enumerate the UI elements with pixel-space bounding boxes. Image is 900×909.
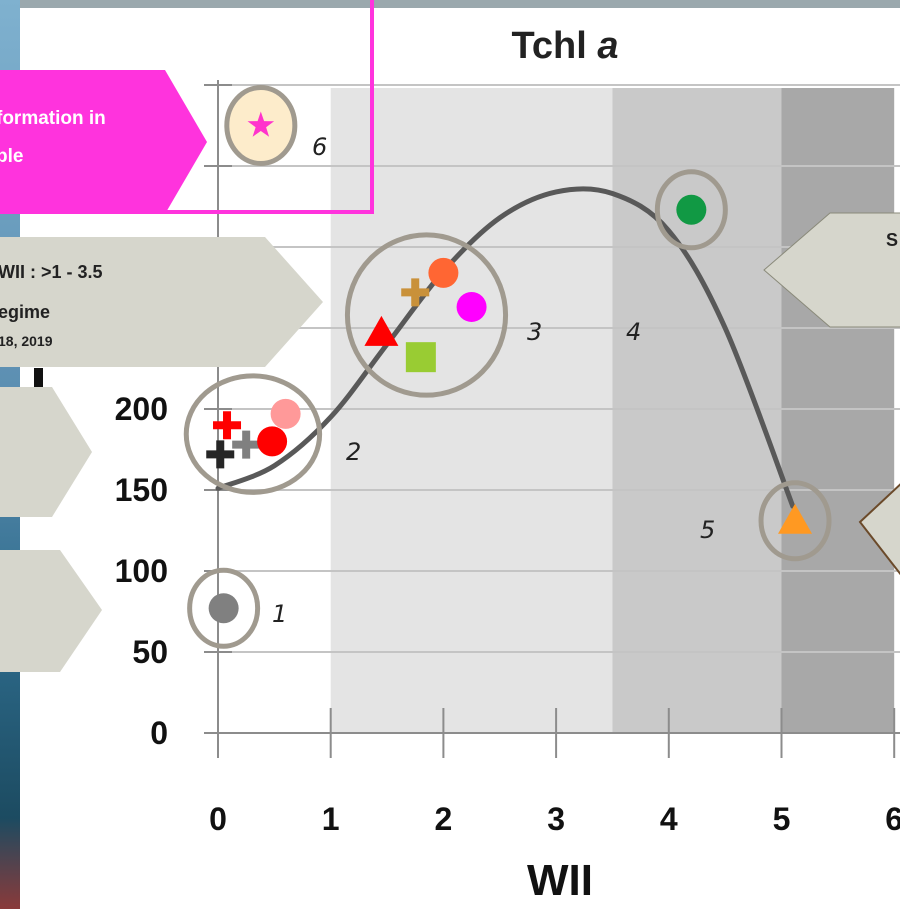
left-callout-arrow-1 <box>0 550 102 672</box>
group-ring-2 <box>183 373 323 495</box>
data-point <box>401 278 430 307</box>
regime-callout-line1: WII : >1 - 3.5 <box>0 262 103 282</box>
x-tick-label: 3 <box>547 801 565 837</box>
x-tick-label: 5 <box>773 801 791 837</box>
annotation-3: 3 <box>527 318 542 346</box>
data-point <box>257 426 288 457</box>
group-ring-4 <box>654 169 728 251</box>
y-tick-label: 150 <box>115 472 168 508</box>
data-point <box>270 398 301 429</box>
data-point <box>676 194 707 225</box>
magenta-callout-line2: ble <box>0 146 23 167</box>
annotation-4: 4 <box>626 318 641 346</box>
regime-callout-line3: 18, 2019 <box>0 333 53 349</box>
chart-title-italic: a <box>597 25 618 67</box>
annotation-2: 2 <box>346 438 361 466</box>
regime-band-2 <box>612 88 782 733</box>
x-tick-label: 6 <box>885 801 900 837</box>
y-tick-label: 100 <box>115 553 168 589</box>
x-tick-label: 1 <box>322 801 340 837</box>
data-points <box>206 111 813 624</box>
fit-curve <box>215 186 796 509</box>
data-point <box>456 291 487 322</box>
magenta-callout-arrow <box>0 70 207 214</box>
group-ring-1 <box>187 567 261 649</box>
group-ring-3 <box>344 232 509 398</box>
right-lower-callout-arrow <box>858 483 900 576</box>
annotation-5: 5 <box>700 516 715 544</box>
regime-band-3 <box>781 88 895 733</box>
regime-bands <box>330 88 895 733</box>
data-point <box>364 315 399 346</box>
y-tick-label: 50 <box>132 634 168 670</box>
x-axis-label: WII <box>527 856 593 905</box>
data-point <box>428 257 459 288</box>
top-right-callout-arrow <box>763 212 900 328</box>
x-tick-label: 0 <box>209 801 227 837</box>
top-right-callout-text: S <box>886 230 898 250</box>
y-axis-label-fragment <box>34 368 43 390</box>
x-tick-label: 2 <box>435 801 453 837</box>
y-tick-label: 200 <box>115 391 168 427</box>
data-point <box>213 411 242 440</box>
data-point <box>208 593 239 624</box>
y-tick-label: 0 <box>150 715 168 751</box>
data-point <box>778 503 813 534</box>
data-point <box>232 430 261 459</box>
data-point <box>405 342 436 373</box>
chart-title-main: Tchl <box>512 25 587 67</box>
magenta-callout-line1: formation in <box>0 108 106 129</box>
regime-band-1 <box>330 88 613 733</box>
magenta-highlight-frame <box>0 0 374 214</box>
regime-callout-arrow <box>0 237 323 367</box>
group-annotations: 1 2 3 4 5 6 <box>272 133 715 628</box>
regime-callout-line2: egime <box>0 302 50 322</box>
data-point <box>206 440 235 469</box>
annotation-6: 6 <box>312 133 327 161</box>
left-callout-arrow-2 <box>0 387 92 517</box>
chart-title: Tchl a <box>512 25 619 67</box>
x-tick-label: 4 <box>660 801 678 837</box>
x-tick-labels: 0 1 2 3 4 5 6 <box>209 801 900 837</box>
data-point <box>247 111 275 137</box>
annotation-1: 1 <box>272 600 287 628</box>
group-ring-5 <box>758 480 832 562</box>
